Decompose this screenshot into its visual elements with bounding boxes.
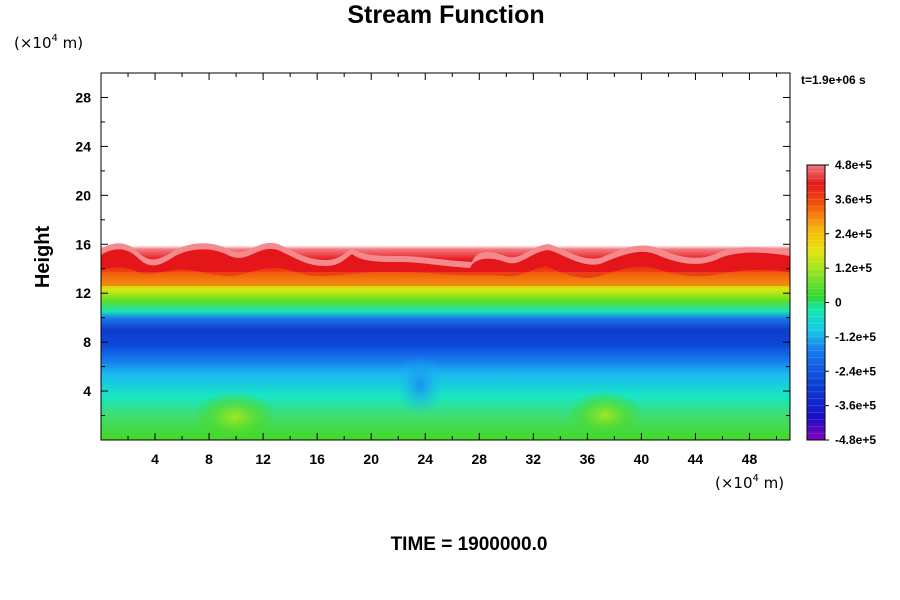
x-tick-label: 36	[580, 451, 596, 467]
colorbar-tick-label: 0	[835, 296, 842, 310]
y-tick-label: 16	[75, 236, 91, 252]
plot-frame	[100, 72, 791, 441]
x-tick-label: 12	[255, 451, 271, 467]
x-tick-label: 44	[688, 451, 704, 467]
x-axis-ticks: 4 8 12 16 20 24 28 32 36 40 44 48	[127, 73, 777, 467]
x-tick-label: 16	[309, 451, 325, 467]
chart-title: Stream Function	[347, 1, 544, 29]
y-axis-unit: (×104 m)	[14, 33, 83, 52]
colorbar-tick-label: 3.6e+5	[835, 192, 872, 206]
colorbar-tick-label: -4.8e+5	[835, 433, 876, 447]
colorbar-tick-label: -1.2e+5	[835, 330, 876, 344]
y-tick-label: 24	[75, 138, 91, 154]
y-axis-label: Height	[32, 226, 54, 289]
colorbar-tick-label: -3.6e+5	[835, 399, 876, 413]
colorbar-bands	[807, 171, 825, 434]
x-tick-label: 24	[417, 451, 433, 467]
time-footer: TIME = 1900000.0	[391, 534, 548, 555]
y-tick-label: 12	[75, 285, 91, 301]
green-core-right	[567, 391, 643, 439]
y-tick-label: 20	[75, 187, 91, 203]
y-tick-label: 8	[83, 334, 91, 350]
stream-function-field	[101, 73, 790, 440]
orange-band	[101, 272, 790, 286]
x-tick-label: 48	[742, 451, 758, 467]
blue-intrusion	[396, 355, 444, 415]
x-tick-label: 20	[363, 451, 379, 467]
upper-boundary-band	[101, 248, 790, 278]
y-tick-label: 28	[75, 89, 91, 105]
green-core-left	[193, 391, 277, 440]
x-tick-label: 8	[205, 451, 213, 467]
y-tick-label: 4	[83, 383, 91, 399]
y-axis-ticks: 4 8 12 16 20 24 28	[75, 89, 790, 417]
colorbar-tick-label: -2.4e+5	[835, 364, 876, 378]
colorbar-tick-label: 2.4e+5	[835, 227, 872, 241]
x-tick-label: 28	[471, 451, 487, 467]
x-tick-label: 4	[151, 451, 159, 467]
time-label: t=1.9e+06 s	[801, 73, 866, 87]
colorbar-labels: 4.8e+5 3.6e+5 2.4e+5 1.2e+5 0 -1.2e+5 -2.4e+5 -…	[825, 158, 876, 447]
colorbar-tick-label: 1.2e+5	[835, 261, 872, 275]
x-tick-label: 32	[526, 451, 542, 467]
colorbar-tick-label: 4.8e+5	[835, 158, 872, 172]
x-tick-label: 40	[634, 451, 650, 467]
upper-boundary-fringe	[101, 242, 790, 268]
x-axis-unit: (×104 m)	[715, 473, 784, 492]
